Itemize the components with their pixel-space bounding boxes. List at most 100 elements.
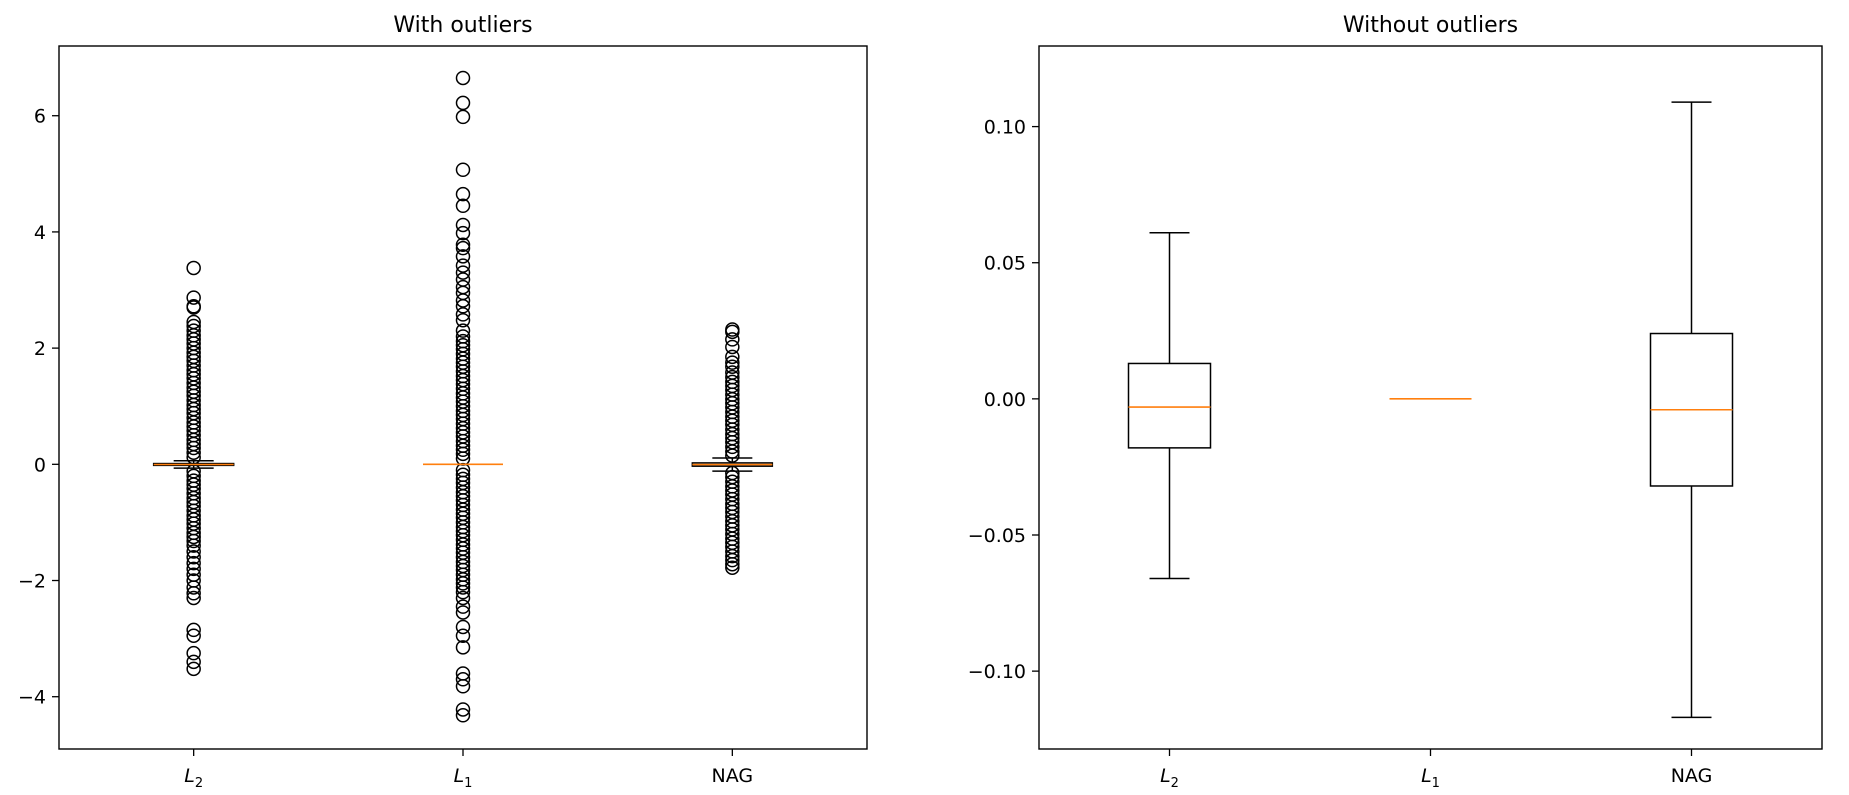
axes-frame: [1038, 45, 1823, 750]
y-tick-label: −2: [18, 571, 46, 593]
outlier-point: [455, 186, 471, 202]
outlier-point: [455, 70, 471, 86]
outlier-point: [455, 95, 471, 111]
outlier-point: [455, 109, 471, 125]
x-tick-label-subscript: 1: [1432, 776, 1440, 791]
outlier-point: [725, 339, 740, 355]
outlier-point: [455, 323, 471, 338]
outlier-point: [455, 299, 471, 314]
outlier-point: [455, 293, 471, 308]
box-1: [1127, 232, 1212, 580]
x-tick-label-base: L: [1160, 765, 1171, 787]
y-tick-label: −4: [18, 687, 46, 709]
outlier-point: [455, 599, 471, 614]
outlier-point: [725, 359, 740, 374]
x-tick-label: L1: [1421, 765, 1440, 791]
outlier-point: [455, 446, 471, 462]
outlier-point: [186, 533, 201, 549]
outlier-point: [725, 355, 740, 370]
outlier-point: [455, 584, 471, 600]
x-tick-label-subscript: 2: [195, 776, 203, 791]
outlier-point: [455, 679, 471, 694]
outlier-point: [186, 645, 201, 661]
outlier-point: [725, 552, 740, 568]
axes-frame: [58, 45, 868, 750]
outlier-point: [725, 332, 740, 347]
x-tick-label-subscript: 2: [1171, 776, 1179, 791]
outlier-point: [455, 708, 471, 723]
outlier-point: [455, 619, 471, 635]
y-tick-label: 6: [34, 106, 46, 128]
outlier-point: [186, 260, 201, 276]
box-iqr: [1127, 362, 1212, 449]
box-2: [423, 70, 503, 723]
outlier-point: [186, 661, 201, 677]
y-tick-label: −0.05: [968, 525, 1026, 547]
chart-title: With outliers: [393, 13, 532, 38]
outlier-point: [186, 538, 201, 553]
x-tick-label-base: L: [454, 765, 465, 787]
outlier-point: [725, 439, 740, 455]
y-tick-label: 0.10: [984, 117, 1026, 139]
outlier-point: [725, 324, 740, 340]
outlier-point: [455, 249, 471, 264]
y-tick-label: −0.10: [968, 661, 1026, 683]
x-tick-label: L2: [184, 765, 203, 791]
outlier-point: [725, 349, 740, 365]
outlier-point: [455, 672, 471, 687]
y-tick-label: 0.00: [984, 389, 1026, 411]
outlier-point: [186, 628, 201, 643]
box-3: [1649, 101, 1734, 719]
outlier-point: [186, 654, 201, 670]
y-tick-label: 0: [34, 454, 46, 476]
outlier-point: [186, 622, 201, 638]
outlier-point: [725, 560, 740, 575]
y-tick-label: 2: [34, 338, 46, 360]
outlier-point: [186, 529, 201, 545]
outlier-point: [455, 580, 471, 595]
x-tick-label-base: L: [1421, 765, 1432, 787]
box-3: [691, 322, 774, 575]
outlier-point: [186, 440, 201, 456]
outlier-point: [455, 605, 471, 620]
outlier-point: [186, 580, 201, 595]
outlier-point: [186, 561, 201, 577]
chart-panel-2: Without outliers−0.10−0.050.000.050.10L2…: [968, 13, 1823, 791]
outlier-point: [455, 442, 471, 458]
x-tick-label: L2: [1160, 765, 1179, 791]
outlier-point: [455, 640, 471, 655]
x-tick-label: NAG: [1671, 765, 1713, 787]
outlier-point: [186, 590, 201, 606]
outlier-point: [455, 702, 471, 717]
outlier-point: [186, 544, 201, 559]
outlier-point: [455, 628, 471, 643]
outlier-point: [186, 586, 201, 601]
outlier-point: [455, 258, 471, 273]
outlier-point: [455, 198, 471, 214]
box-1: [152, 260, 235, 677]
x-tick-label: NAG: [712, 765, 754, 787]
outlier-point: [186, 445, 201, 460]
outlier-point: [455, 576, 471, 591]
x-tick-label-subscript: 1: [464, 776, 472, 791]
outlier-point: [455, 312, 471, 328]
outlier-point: [455, 237, 471, 252]
outlier-point: [455, 240, 471, 256]
outlier-point: [455, 307, 471, 322]
outlier-point: [186, 300, 201, 315]
outlier-point: [455, 265, 471, 280]
outlier-point: [725, 556, 740, 572]
chart-title: Without outliers: [1343, 13, 1518, 38]
outlier-point: [186, 290, 201, 305]
outlier-point: [455, 162, 471, 178]
y-tick-label: 0.05: [984, 253, 1026, 275]
outlier-point: [186, 555, 201, 571]
y-tick-label: 4: [34, 222, 46, 244]
outlier-point: [725, 548, 740, 564]
outlier-point: [186, 299, 201, 314]
outlier-point: [455, 590, 471, 606]
outlier-point: [186, 550, 201, 565]
x-tick-label-base: L: [184, 765, 195, 787]
